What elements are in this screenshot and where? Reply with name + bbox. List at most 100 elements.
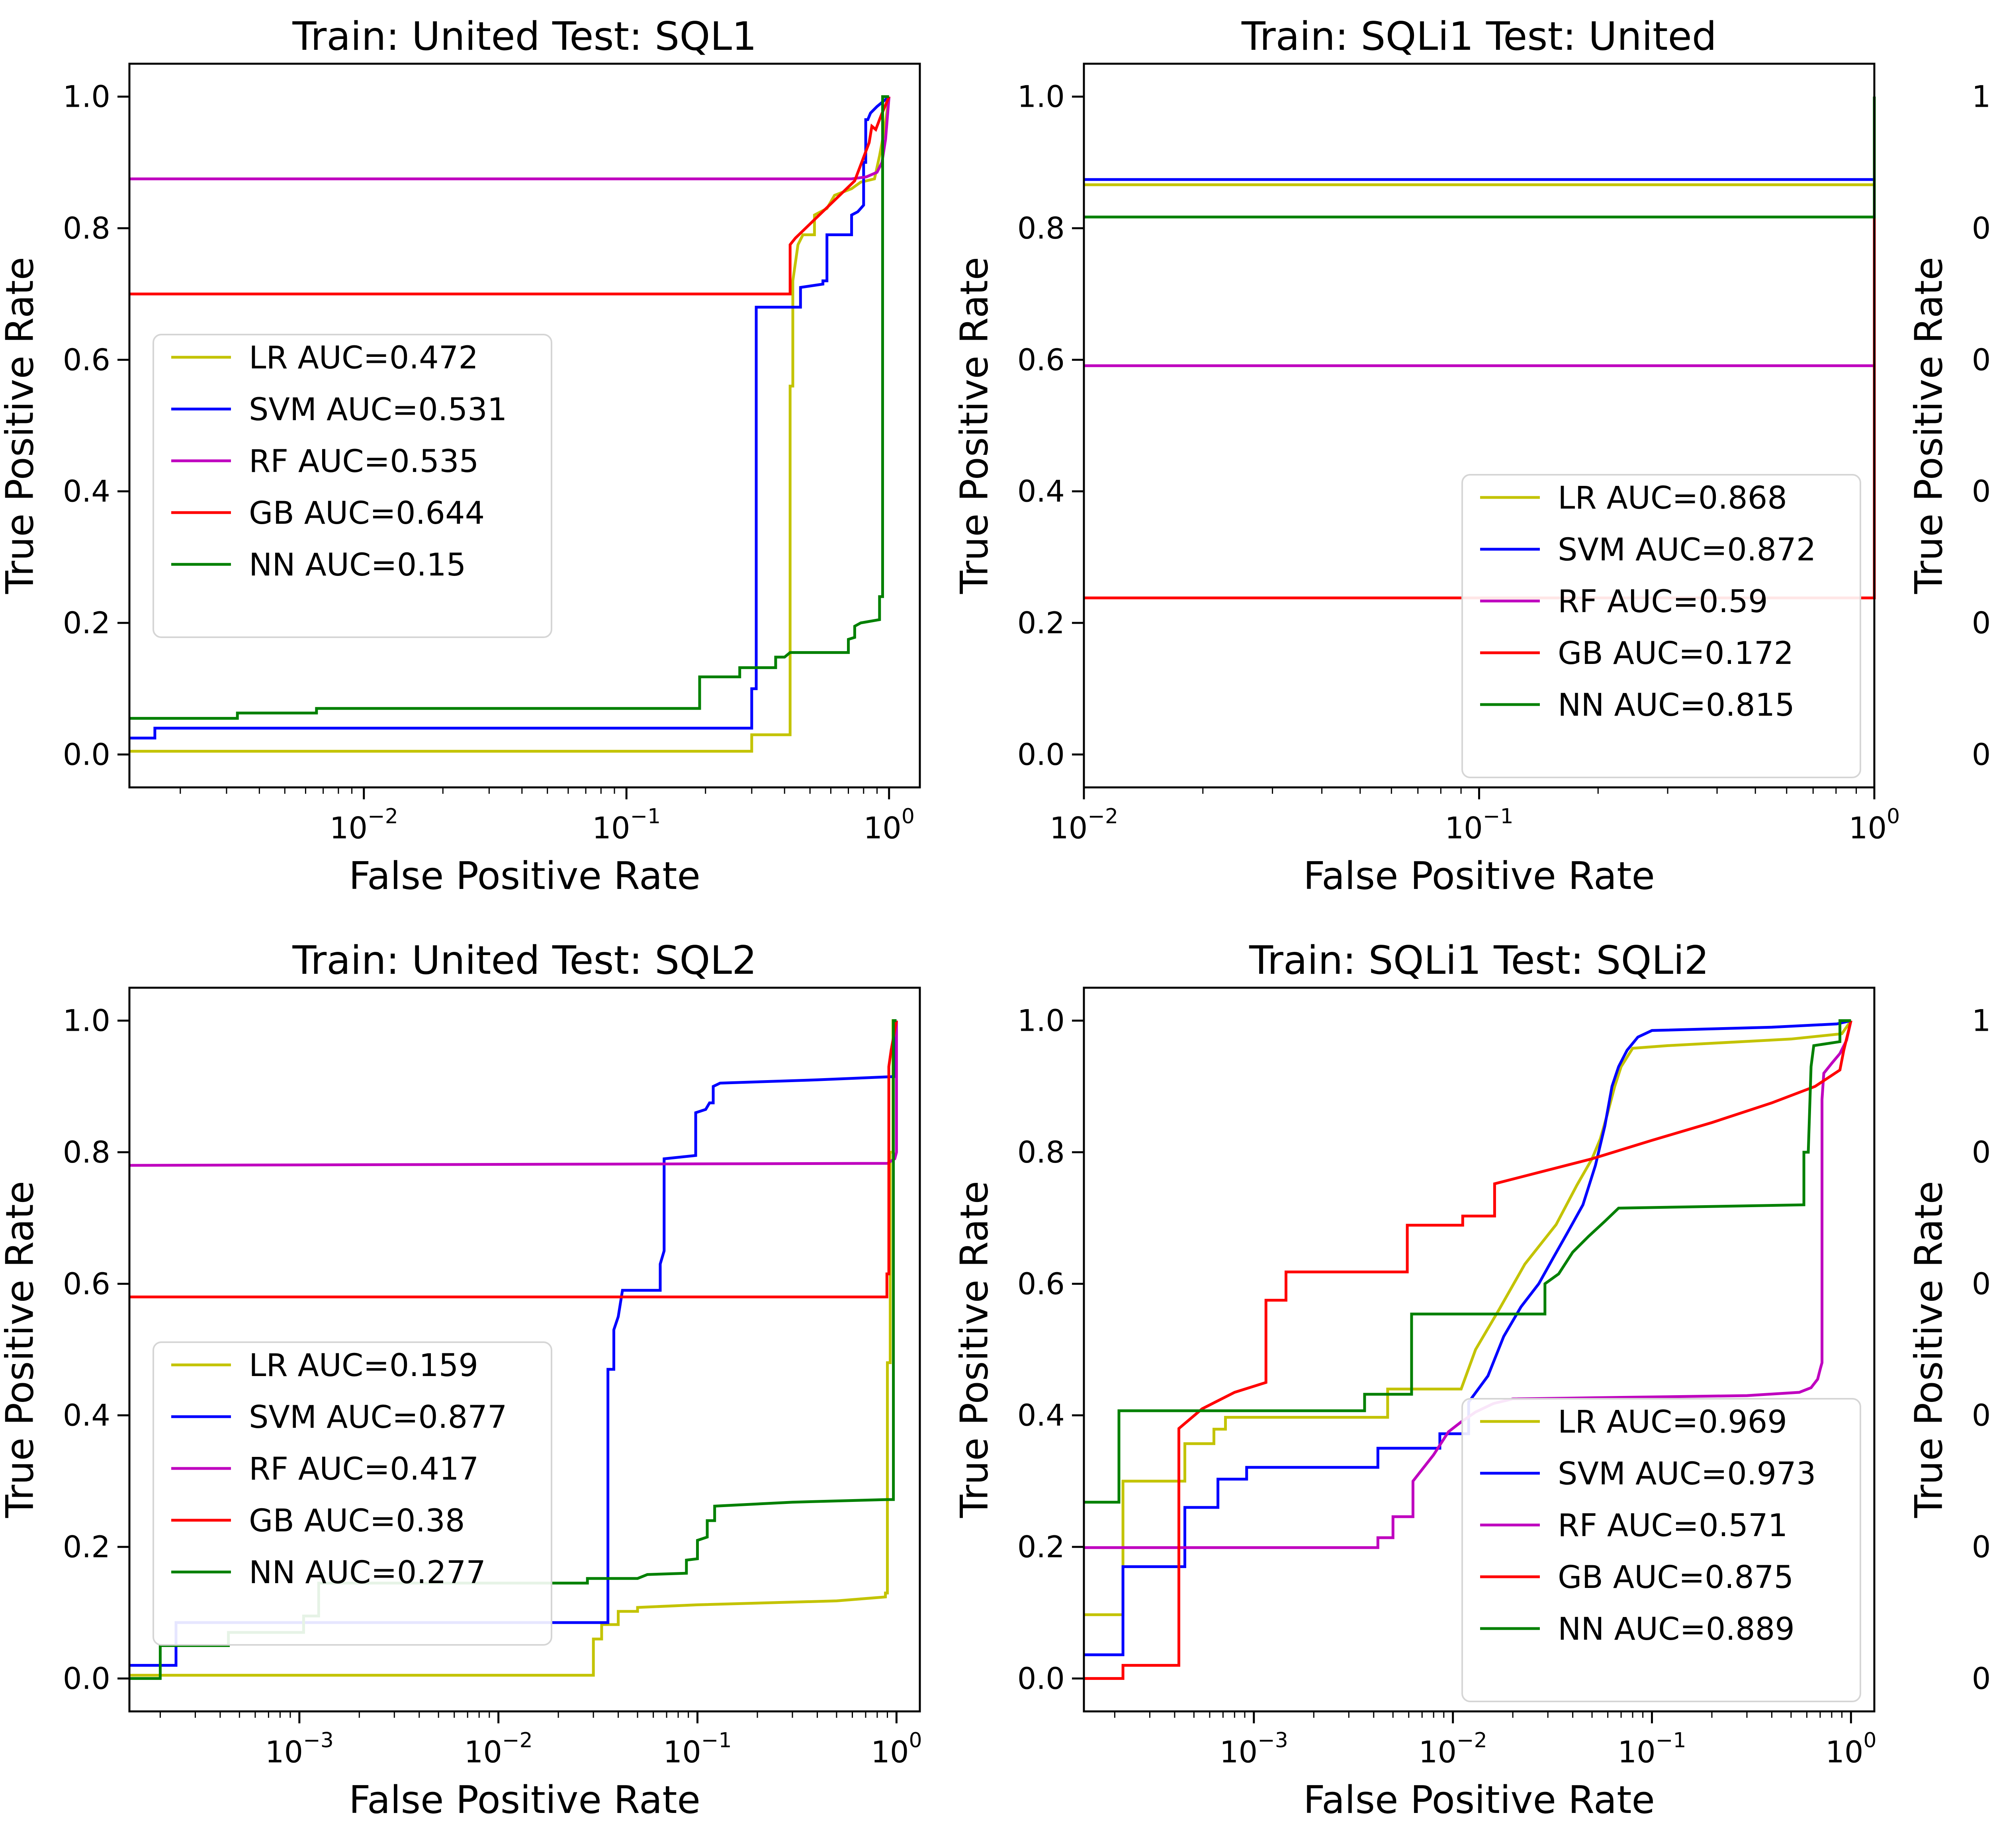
subplot-train-sqli1-test-united: 10−2 10−1 100 0.0 0.2 0.4 0.6 0.8 1.0 LR AUC=0.86… [952,0,1909,924]
subplot-train-sqli1-test-sqli2: 10−3 10−2 10−1 100 0.0 0.2 0.4 0.6 0.8 1.0 LR AUC=… [952,924,1909,1848]
legend-label-RF: RF AUC=0.417 [249,1451,479,1487]
y-tick-label: 1.0 [63,79,110,114]
legend-label-SVM: SVM AUC=0.877 [249,1400,507,1435]
y-tick-label: 0.0 [63,1661,110,1696]
legend-box: LR AUC=0.868 SVM AUC=0.872 RF AUC=0.59 GB A… [1461,474,1861,778]
x-tick-label: 10−3 [265,1729,334,1770]
legend-box: LR AUC=0.969 SVM AUC=0.973 RF AUC=0.571 GB … [1461,1398,1861,1702]
axes-spines [1083,63,1876,789]
legend-label-NN: NN AUC=0.815 [1558,687,1795,723]
y-tick-label: 0.0 [63,737,110,772]
x-tick-label: 10−1 [1617,1729,1686,1770]
y-tick-label: 0.2 [63,605,110,640]
roc-curve-GB [129,1020,898,1298]
x-tick-label: 10−2 [1419,1729,1487,1770]
x-tick-label: 10−2 [1050,805,1118,846]
y-axis-label: True Positive Rate [1907,1180,1951,1518]
x-tick-label: 100 [871,1729,922,1770]
y-tick-label: 0.4 [1972,1398,1991,1433]
y-tick-label: 0.4 [1017,474,1065,509]
x-tick-label: 10−3 [1220,1729,1288,1770]
roc-curve-SVM [129,1019,897,1667]
y-tick-label: 0.8 [1972,211,1991,246]
y-tick-label: 0.6 [1972,342,1991,377]
roc-curve-NN [1084,96,1876,219]
plot-area: 10−3 10−2 10−1 100 0.0 0.2 0.4 0.6 0.8 1.0 LR AUC=… [954,924,1909,1848]
y-tick-label: 1.0 [63,1003,110,1038]
legend-label-SVM: SVM AUC=0.872 [1558,532,1816,568]
axes-spines [128,63,921,789]
x-axis-ticks [1114,1711,1852,1723]
axes-spines [1083,987,1876,1713]
y-tick-label: 1.0 [1017,1003,1065,1038]
y-tick-label: 0.8 [63,1135,110,1170]
y-tick-label: 0.8 [1017,211,1065,246]
y-tick-label: 0.0 [1017,1661,1065,1696]
legend-label-NN: NN AUC=0.889 [1558,1611,1795,1647]
legend-label-LR: LR AUC=0.969 [1558,1404,1787,1440]
roc-curve-RF [129,1020,898,1167]
legend-box: LR AUC=0.159 SVM AUC=0.877 RF AUC=0.417 GB … [153,1341,552,1646]
x-axis-label: False Positive Rate [349,1778,700,1822]
y-tick-label: 0.6 [1972,1266,1991,1301]
y-axis-label: True Positive Rate [952,256,997,594]
y-tick-label: 0.2 [1017,605,1065,640]
plot-area: 10−2 10−1 100 0.0 0.2 0.4 0.6 0.8 1.0 LR AUC=0.86… [954,0,1909,924]
roc-curve-NN [129,95,889,720]
y-tick-label: 0.2 [1017,1529,1065,1564]
x-axis-ticks [1083,787,1876,799]
roc-curve-SVM [129,95,890,740]
x-tick-label: 10−1 [592,805,661,846]
legend-label-LR: LR AUC=0.472 [249,340,478,376]
x-tick-label: 10−2 [464,1729,533,1770]
roc-axes: 10−2 10−1 100 0.0 0.2 0.4 0.6 0.8 1.0 LR AUC=0.86… [1017,63,1900,846]
roc-curve-RF [129,96,891,180]
roc-curve-LR [1084,1020,1852,1616]
y-tick-label: 0.6 [63,1266,110,1301]
subplot-train-united-test-sql2: 10−3 10−2 10−1 100 0.0 0.2 0.4 0.6 0.8 1.0 LR AUC=… [0,924,954,1848]
y-tick-label: 0.4 [63,1398,110,1433]
legend-label-NN: NN AUC=0.277 [249,1555,486,1591]
y-tick-label: 0.8 [63,211,110,246]
legend-label-RF: RF AUC=0.571 [1558,1508,1788,1544]
y-tick-label: 0.2 [1972,1529,1991,1564]
y-tick-label: 0.4 [1972,474,1991,509]
roc-curve-RF [1084,96,1876,367]
subplot-train-united-test-sql1: 10−2 10−1 100 0.0 0.2 0.4 0.6 0.8 1.0 LR AUC=0.47… [0,0,954,924]
y-axis-label: True Positive Rate [0,256,42,594]
roc-curve-GB [1084,1020,1852,1680]
x-tick-label: 100 [863,805,915,846]
y-axis-label: True Positive Rate [0,1180,42,1518]
y-tick-label: 0.0 [1972,737,1991,772]
axes-spines [128,987,921,1713]
y-tick-label: 0.6 [63,342,110,377]
legend-label-LR: LR AUC=0.868 [1558,480,1787,516]
x-tick-label: 10−1 [1445,805,1513,846]
x-axis-ticks [180,787,890,799]
y-tick-label: 0.6 [1017,1266,1065,1301]
legend-box: LR AUC=0.472 SVM AUC=0.531 RF AUC=0.535 GB … [153,334,552,638]
y-tick-label: 0.4 [1017,1398,1065,1433]
y-axis-label: True Positive Rate [952,1180,997,1518]
y-tick-label: 0.0 [1972,1661,1991,1696]
x-tick-label: 100 [1849,805,1900,846]
x-tick-label: 10−1 [663,1729,731,1770]
plot-title: Train: United Test: SQL2 [292,938,757,983]
y-tick-label: 0.6 [1017,342,1065,377]
x-tick-label: 10−2 [330,805,398,846]
roc-curve-SVM [1084,1019,1852,1656]
plot-title: Train: SQLi1 Test: United [1241,14,1717,59]
legend-label-SVM: SVM AUC=0.973 [1558,1456,1816,1492]
y-tick-label: 0.2 [1972,605,1991,640]
legend-label-GB: GB AUC=0.38 [249,1503,465,1539]
plot-title: Train: United Test: SQL1 [292,14,757,59]
x-axis-ticks [159,1711,898,1723]
legend-label-GB: GB AUC=0.172 [1558,636,1793,671]
